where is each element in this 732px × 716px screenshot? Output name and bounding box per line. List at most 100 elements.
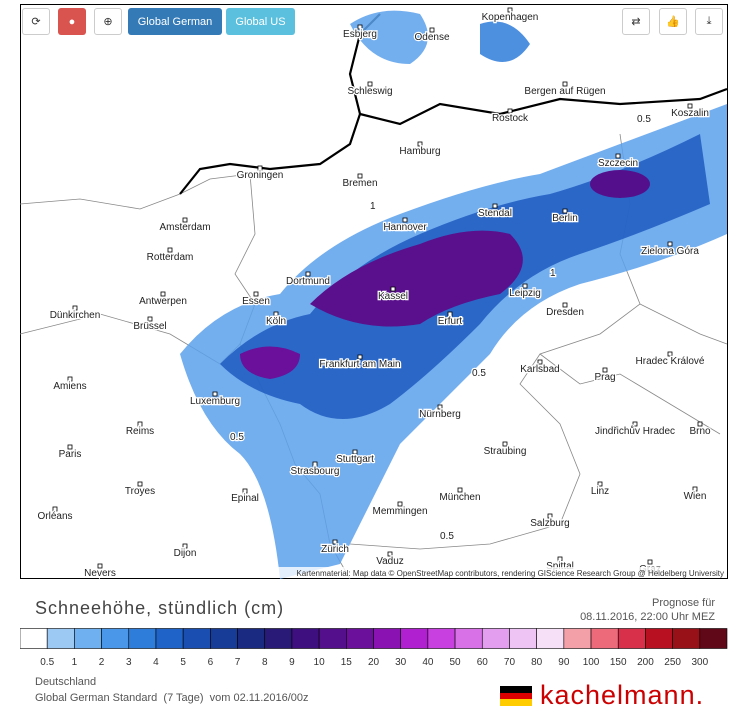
location-button[interactable]: ● — [58, 8, 86, 35]
scale-label: 1 — [72, 657, 78, 668]
color-swatch — [210, 628, 238, 649]
city-dot — [67, 444, 73, 450]
city-label: Rostock — [492, 113, 529, 124]
city-label: Zielona Góra — [641, 246, 699, 257]
color-swatch — [101, 628, 130, 649]
color-swatch — [454, 628, 483, 649]
city-label: Antwerpen — [139, 296, 187, 307]
city-dot — [397, 501, 403, 507]
contour-label: 0.5 — [230, 432, 244, 443]
scale-label: 50 — [450, 657, 462, 668]
city-dot — [160, 291, 166, 297]
city-label: Erfurt — [438, 316, 463, 327]
zoom-button[interactable]: ⊕ — [94, 8, 122, 35]
city-dot — [667, 351, 673, 357]
color-swatch — [536, 628, 565, 649]
color-swatch — [182, 628, 211, 649]
city-dot — [167, 247, 173, 253]
city-label: Kassel — [378, 291, 408, 302]
city-dot — [537, 359, 543, 365]
city-label: Frankfurt am Main — [319, 359, 400, 370]
scale-label: 300 — [691, 657, 708, 668]
city-label: München — [439, 492, 480, 503]
like-button[interactable]: 👍 — [659, 8, 687, 35]
scale-label: 4 — [153, 657, 159, 668]
color-swatch — [400, 628, 429, 649]
color-swatch — [373, 628, 401, 649]
color-swatch — [672, 628, 701, 649]
scale-label: 10 — [314, 657, 326, 668]
city-dot — [367, 81, 373, 87]
contour-label: 0.5 — [440, 531, 454, 542]
city-dot — [52, 506, 58, 512]
city-dot — [352, 449, 358, 455]
scale-label: 20 — [368, 657, 380, 668]
scale-label: 6 — [208, 657, 214, 668]
model-button[interactable]: Global US — [226, 8, 295, 35]
city-dot — [212, 391, 218, 397]
contour-label: 1 — [550, 268, 556, 279]
city-dot — [557, 556, 563, 562]
download-button[interactable]: ⤓ — [695, 8, 723, 35]
color-swatch — [481, 628, 510, 649]
snow-field — [180, 10, 727, 579]
loop-button[interactable]: ⇄ — [622, 8, 650, 35]
city-label: Nevers — [84, 568, 116, 579]
brand-logo: kachelmann. — [540, 680, 705, 710]
city-label: Memmingen — [372, 506, 427, 517]
city-label: Dijon — [174, 548, 197, 559]
color-scale: 0.5 1 2 3 4 5 6 7 8 9 10 15 20 30 40 50 60 70 80 90 100 150 20… — [20, 628, 728, 668]
city-label: Brno — [689, 426, 711, 437]
city-label: Straubing — [484, 446, 527, 457]
city-dot — [437, 404, 443, 410]
color-swatch — [645, 628, 673, 649]
city-dot — [647, 559, 653, 565]
city-dot — [562, 81, 568, 87]
city-label: Amiens — [53, 381, 86, 392]
city-label: Dresden — [546, 307, 584, 318]
city-dot — [597, 481, 603, 487]
city-label: Bremen — [342, 178, 377, 189]
city-label: Troyes — [125, 486, 155, 497]
city-dot — [429, 27, 435, 33]
city-label: Dortmund — [286, 276, 330, 287]
city-label: Stendal — [478, 208, 512, 219]
city-label: Epinal — [231, 493, 259, 504]
city-dot — [147, 316, 153, 322]
legend-title: Schneehöhe, stündlich (cm) — [35, 598, 285, 618]
color-swatch — [128, 628, 157, 649]
city-dot — [615, 153, 621, 159]
city-dot — [182, 217, 188, 223]
scale-label: 3 — [126, 657, 132, 668]
scale-label: 100 — [583, 657, 600, 668]
city-label: Groningen — [237, 170, 284, 181]
region: Deutschland — [35, 676, 97, 688]
city-label: Paris — [59, 449, 82, 460]
city-label: Bergen auf Rügen — [524, 86, 605, 97]
city-dot — [332, 539, 338, 545]
city-dot — [137, 481, 143, 487]
city-dot — [387, 551, 393, 557]
model-info: Global German Standard (7 Tage) vom 02.1… — [35, 692, 309, 704]
city-label: Strasbourg — [291, 466, 340, 477]
flag — [500, 686, 532, 706]
city-label: Stuttgart — [336, 454, 374, 465]
city-label: Essen — [242, 296, 270, 307]
scale-label: 30 — [395, 657, 407, 668]
city-dot — [402, 217, 408, 223]
city-dot — [242, 488, 248, 494]
city-label: Hamburg — [399, 146, 440, 157]
city-dot — [273, 311, 279, 317]
city-dot — [137, 421, 143, 427]
color-swatch — [427, 628, 456, 649]
refresh-button[interactable]: ⟳ — [22, 8, 50, 35]
scale-label: 40 — [422, 657, 434, 668]
color-swatch — [346, 628, 374, 649]
city-dot — [253, 291, 259, 297]
city-label: Schleswig — [347, 86, 392, 97]
model-button[interactable]: Global German — [128, 8, 222, 35]
contour-label: 1 — [370, 201, 376, 212]
scale-label: 7 — [235, 657, 241, 668]
city-dot — [357, 173, 363, 179]
